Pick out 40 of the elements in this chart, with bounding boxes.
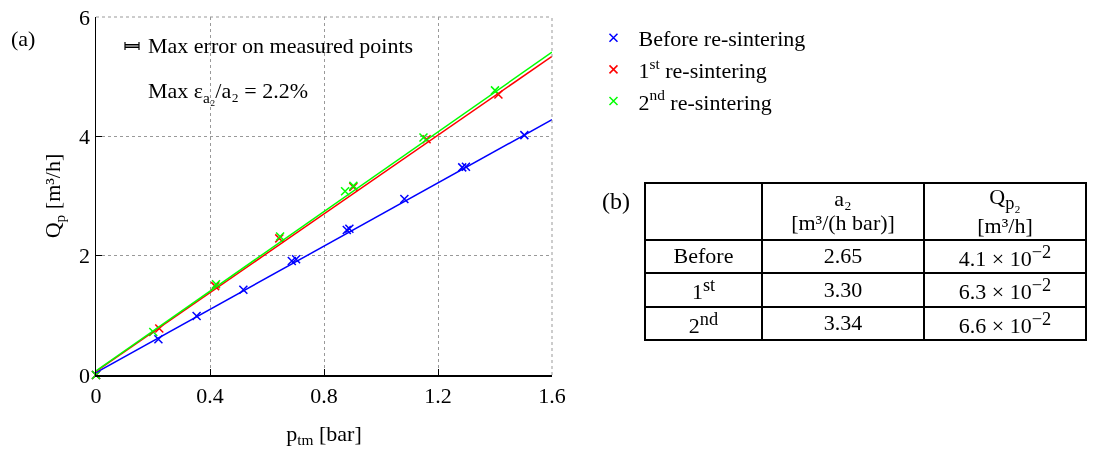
point [519,130,530,140]
text: 3.30 [823,276,863,302]
category-label: Before [673,243,734,269]
point [490,85,500,96]
text: (b) [602,188,630,215]
text: 4.1 × 10$^{−2}$ [958,241,1052,272]
point [291,254,301,264]
y-tick-label: 2 [79,243,91,269]
legend-label: Before re-sintering [638,26,806,52]
text: 3.34 [823,310,863,336]
point [399,194,410,204]
text: 6.3 × 10$^{−2}$ [958,275,1052,305]
category-label: a₂ [m³/(h bar)] [762,183,924,240]
x-axis-title: p$_{tm}$ [bar] [286,420,362,449]
text: 2.65 [823,243,863,269]
annotation: Max ε$_{a₂}$/a₂ = 2.2% [148,78,309,106]
annotation: Max error on measured points [148,33,414,58]
category-label: 2$^{nd}$ [688,308,719,339]
x-tick-label: 1.6 [538,382,566,408]
text: (a) [11,26,36,51]
text: 6.6 × 10$^{−2}$ [958,308,1052,339]
point [340,186,350,196]
y-tick-label: 0 [79,362,91,388]
point [153,334,164,344]
x-tick-label: 0.8 [310,382,338,408]
point [461,162,471,172]
point [154,323,165,334]
x-tick-label: 1.2 [424,382,452,408]
point [148,327,159,337]
point [238,284,249,295]
x-tick-label: 0.4 [196,382,224,408]
y-tick-label: 4 [79,124,91,150]
category-label: 1$^{st}$ [691,275,716,305]
legend-label: 1$^{st}$ re-sintering [638,54,767,83]
point [287,256,297,266]
legend-label: 2$^{nd}$ re-sintering [638,86,772,115]
point [191,311,202,321]
category-label: Q$_{p₂}$ [m³/h] [924,183,1086,240]
point [457,162,467,173]
y-tick-label: 6 [79,4,91,30]
